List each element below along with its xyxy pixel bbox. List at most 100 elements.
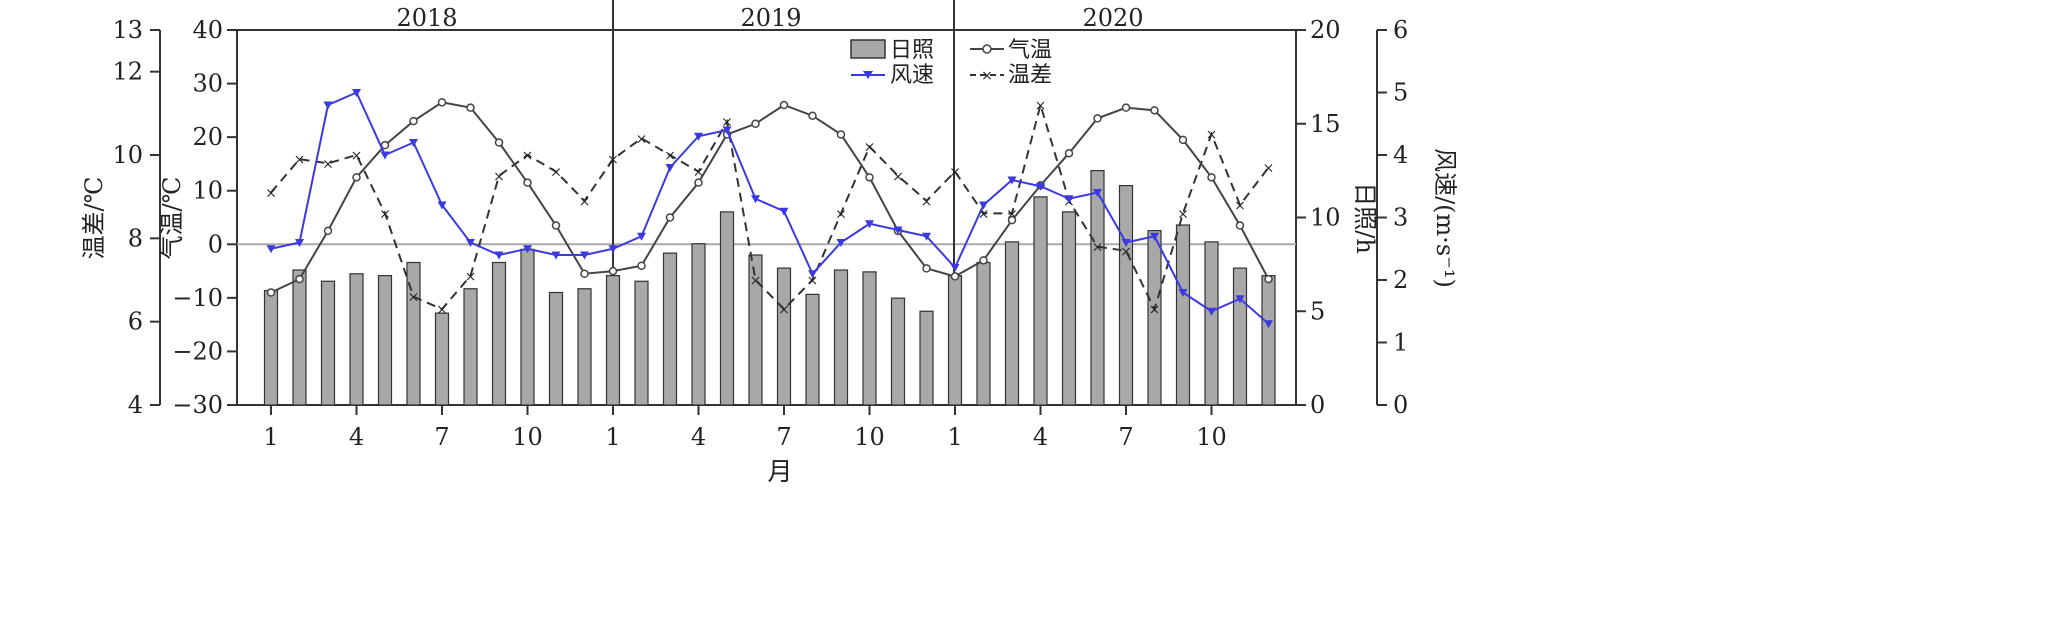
temperature-point [1121,103,1131,112]
sunshine-bar [919,310,934,406]
x-tick-label: 4 [691,423,706,451]
temperature-point [779,100,789,110]
temperature-point [808,111,817,120]
temperature-line [270,101,1270,294]
sunshine-bar [1090,170,1105,406]
temp-diff-point: × [1177,206,1189,222]
sunshine-bar [605,275,621,406]
plot-border [236,29,1297,406]
chart-labels: 2018 2019 2020 月 温差/℃ 气温/℃ 日照/h 风速/(m·s⁻… [80,4,1459,486]
temp-diff-point: × [322,156,334,172]
legend: 日照 风速 气温 × 温差 [850,38,1052,88]
wind-speed-point [979,201,988,210]
wind-speed-point [1150,232,1159,241]
temp-diff-point: × [721,115,733,131]
wind-speed-point [1093,189,1102,197]
sunshine-bar [1033,196,1048,406]
temp-diff-point: × [949,165,961,181]
temperature-point [751,119,760,128]
temp-diff-point: × [1120,244,1132,260]
sun-tick-label: 10 [1310,204,1341,232]
sunshine-bar [463,288,478,406]
temperature-point [323,226,333,236]
temp-diff-point: × [607,152,619,168]
temp-diff-point: × [351,148,363,164]
wind-tick-label: 1 [1393,329,1408,357]
year-label-2018: 2018 [396,4,457,32]
temp-tick-label: 10 [192,177,223,205]
temp-tick-label: −10 [172,284,223,312]
diff-tick-label: 4 [128,391,143,419]
diff-tick-label: 6 [128,308,143,336]
sunshine-bar [947,275,963,406]
temperature-point [1093,114,1102,123]
sunshine-bar [292,269,307,406]
sunshine-bar [748,254,763,406]
x-tick-label: 7 [776,423,791,451]
sunshine-bar [662,252,678,406]
temp-diff-point: × [864,140,876,156]
sunshine-bar [1232,267,1248,406]
sun-axis-title: 日照/h [1351,182,1379,254]
wind-speed-point [380,151,390,160]
temp-diff-point: × [1263,161,1275,177]
temperature-point [694,178,703,187]
wind-speed-point [722,126,732,135]
year-label-2019: 2019 [740,4,801,32]
year-label-2020: 2020 [1082,4,1143,32]
wind-speed-point [808,270,817,279]
temp-diff-point: × [579,194,591,210]
wind-speed-point [466,239,475,247]
sunshine-bar [1118,185,1134,406]
temperature-point [352,173,361,182]
temp-diff-point: × [693,165,705,181]
sunshine-bar [1061,211,1077,406]
temperature-point [523,178,532,187]
temp-diff-point: × [636,131,648,147]
diff-tick-label: 10 [112,141,143,169]
legend-swatch-sun [850,39,886,59]
wind-speed-point [922,232,931,241]
temp-diff-point: × [1006,206,1018,222]
temp-tick-label: 0 [208,230,223,258]
wind-speed-point [1036,182,1045,191]
legend-marker-wind [863,71,873,79]
wind-axis-title: 风速/(m·s⁻¹) [1431,148,1459,288]
x-tick-label: 1 [947,423,962,451]
temperature-point [1235,221,1245,230]
sunshine-bar [263,290,279,406]
legend-marker-temp [982,44,992,54]
temperature-point [1064,148,1074,158]
temperature-point [494,138,504,147]
temperature-point [1150,106,1159,115]
temperature-point [1178,135,1188,145]
wind-tick-label: 4 [1393,141,1408,169]
wind-speed-point [637,232,646,241]
temp-diff-point: × [465,269,477,285]
temp-diff-point: × [294,152,306,168]
temp-diff-point: × [493,169,505,185]
wind-speed-point [779,207,789,216]
wind-speed-point [865,220,874,229]
temperature-point [979,256,988,265]
legend-label-temp: 气温 [1008,38,1052,63]
line-series: ×××××××××××××××××××××××××××××××××××× [265,89,1275,329]
wind-speed-point [551,251,561,260]
temp-diff-point: × [664,148,676,164]
temp-diff-point: × [1092,240,1104,256]
x-tick-label: 1 [605,423,620,451]
sun-tick-label: 20 [1310,16,1341,44]
sunshine-bar [377,275,393,406]
temperature-point [1007,215,1017,225]
temperature-point [580,269,589,278]
temp-diff-point: × [1206,127,1218,143]
sunshine-bar [520,248,535,406]
x-tick-label: 10 [1196,423,1227,451]
wind-speed-point [893,226,903,235]
wind-speed-point [665,164,675,172]
sunshine-bar [1147,230,1162,406]
sun-tick-label: 5 [1310,297,1325,325]
temperature-point [637,261,646,270]
wind-speed-point [352,89,361,97]
